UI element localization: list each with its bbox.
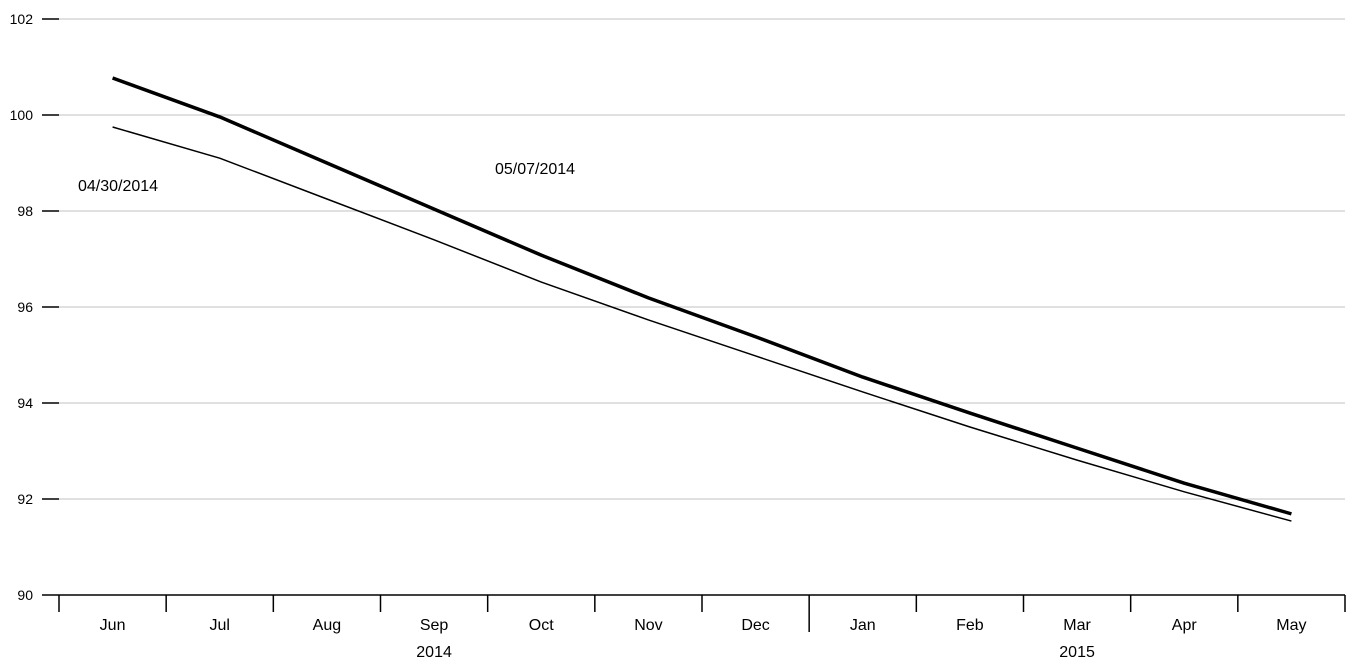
series-label: 05/07/2014 xyxy=(495,161,575,178)
x-tick-label: Sep xyxy=(420,617,449,634)
x-tick-label: Dec xyxy=(741,617,769,634)
x-tick-label: Jun xyxy=(100,617,126,634)
y-tick-label: 102 xyxy=(10,11,34,27)
x-tick-label: Jul xyxy=(210,617,230,634)
x-tick-label: Feb xyxy=(956,617,984,634)
x-tick-label: Jan xyxy=(850,617,876,634)
series-label: 04/30/2014 xyxy=(78,178,158,195)
x-tick-label: May xyxy=(1276,617,1306,634)
y-tick-label: 98 xyxy=(17,203,33,219)
y-tick-label: 90 xyxy=(17,587,33,603)
y-tick-label: 96 xyxy=(17,299,33,315)
x-tick-label: Apr xyxy=(1172,617,1198,634)
y-tick-label: 94 xyxy=(17,395,33,411)
x-tick-label: Nov xyxy=(634,617,662,634)
series-line xyxy=(111,76,1292,516)
series-line xyxy=(112,126,1292,522)
y-tick-label: 92 xyxy=(17,491,33,507)
x-tick-label: Oct xyxy=(529,617,554,634)
year-label: 2015 xyxy=(1059,644,1095,660)
year-label: 2014 xyxy=(416,644,452,660)
y-tick-label: 100 xyxy=(10,107,34,123)
x-tick-label: Mar xyxy=(1063,617,1091,634)
x-tick-label: Aug xyxy=(313,617,341,634)
